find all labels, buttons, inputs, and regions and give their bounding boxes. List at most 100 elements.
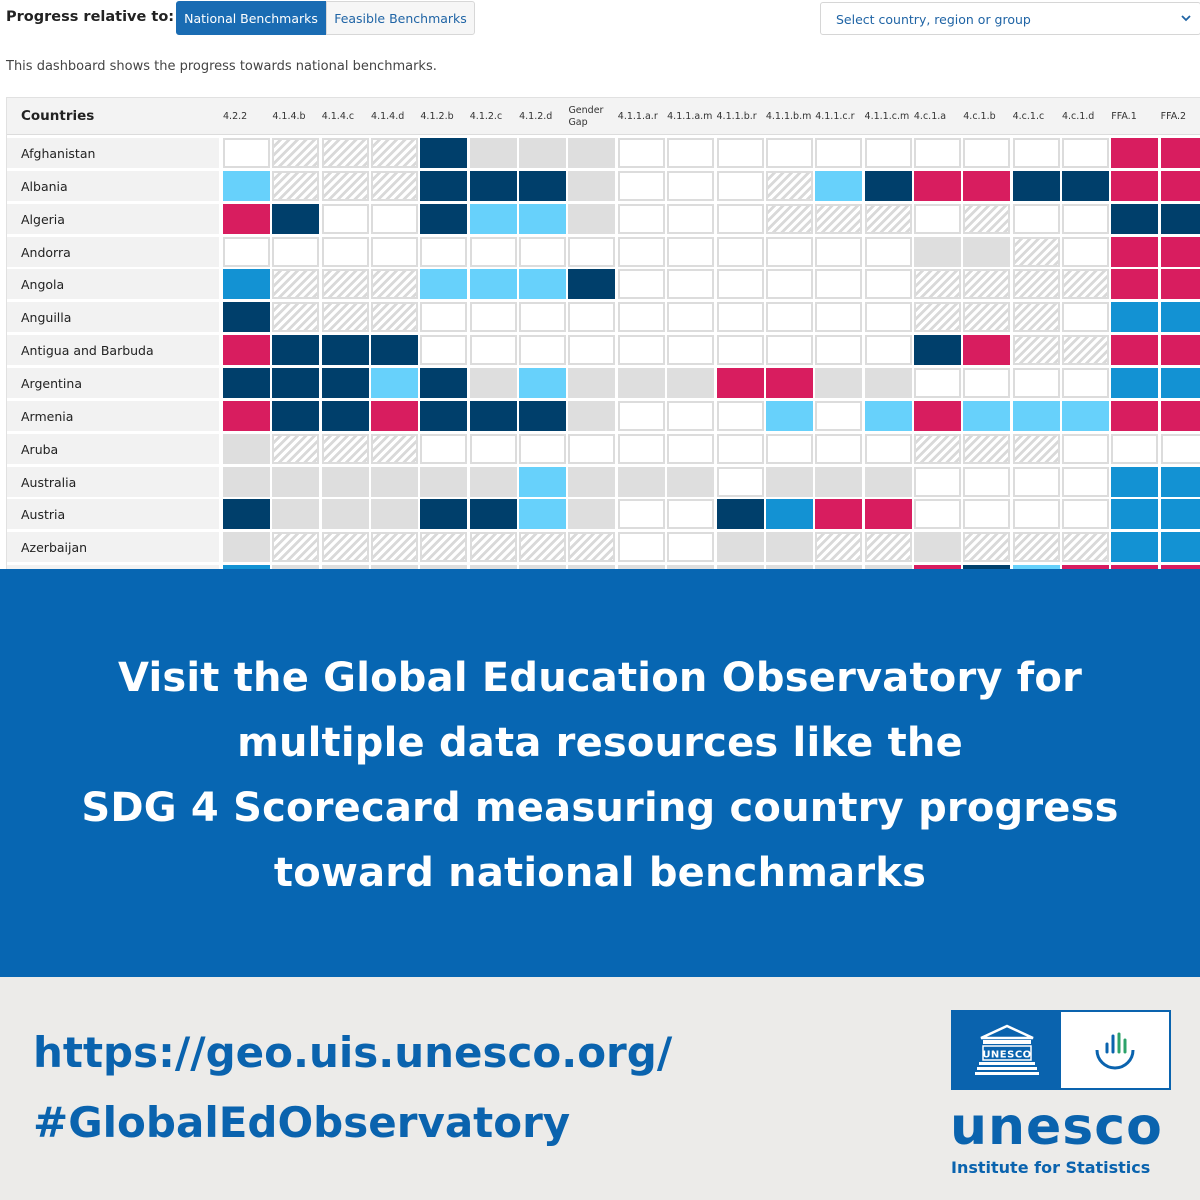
indicator-cell[interactable] (667, 532, 715, 563)
indicator-cell[interactable] (913, 302, 961, 333)
indicator-cell[interactable] (371, 499, 419, 530)
indicator-cell[interactable] (617, 400, 665, 431)
indicator-cell[interactable] (469, 565, 517, 570)
geo-url-link[interactable]: https://geo.uis.unesco.org/ (33, 1028, 673, 1077)
indicator-cell[interactable] (667, 565, 715, 570)
indicator-cell[interactable] (1111, 499, 1159, 530)
indicator-cell[interactable] (272, 400, 320, 431)
indicator-cell[interactable] (223, 433, 270, 464)
indicator-cell[interactable] (272, 236, 320, 267)
indicator-cell[interactable] (815, 203, 863, 234)
indicator-cell[interactable] (963, 302, 1011, 333)
indicator-cell[interactable] (371, 335, 419, 366)
indicator-cell[interactable] (963, 335, 1011, 366)
indicator-cell[interactable] (371, 203, 419, 234)
indicator-cell[interactable] (667, 170, 715, 201)
indicator-cell[interactable] (568, 203, 616, 234)
indicator-cell[interactable] (1160, 269, 1200, 300)
indicator-cell[interactable] (1111, 269, 1159, 300)
indicator-cell[interactable] (1061, 269, 1109, 300)
indicator-cell[interactable] (1111, 433, 1159, 464)
indicator-cell[interactable] (765, 269, 813, 300)
indicator-cell[interactable] (716, 400, 764, 431)
indicator-cell[interactable] (1061, 236, 1109, 267)
indicator-cell[interactable] (864, 335, 912, 366)
indicator-cell[interactable] (815, 269, 863, 300)
indicator-cell[interactable] (469, 170, 517, 201)
indicator-cell[interactable] (716, 466, 764, 497)
indicator-cell[interactable] (321, 203, 369, 234)
indicator-cell[interactable] (519, 302, 567, 333)
indicator-cell[interactable] (913, 433, 961, 464)
indicator-cell[interactable] (913, 499, 961, 530)
indicator-cell[interactable] (716, 565, 764, 570)
indicator-cell[interactable] (568, 532, 616, 563)
indicator-cell[interactable] (420, 269, 468, 300)
indicator-cell[interactable] (519, 236, 567, 267)
indicator-cell[interactable] (617, 532, 665, 563)
indicator-cell[interactable] (617, 138, 665, 168)
indicator-cell[interactable] (667, 335, 715, 366)
indicator-cell[interactable] (223, 203, 270, 234)
indicator-cell[interactable] (963, 367, 1011, 398)
indicator-cell[interactable] (568, 367, 616, 398)
indicator-cell[interactable] (1061, 138, 1109, 168)
indicator-cell[interactable] (272, 170, 320, 201)
indicator-cell[interactable] (469, 466, 517, 497)
indicator-cell[interactable] (815, 335, 863, 366)
indicator-cell[interactable] (864, 466, 912, 497)
indicator-cell[interactable] (568, 302, 616, 333)
indicator-cell[interactable] (321, 170, 369, 201)
country-select[interactable]: Select country, region or group (820, 2, 1200, 35)
indicator-cell[interactable] (765, 400, 813, 431)
indicator-cell[interactable] (519, 532, 567, 563)
indicator-cell[interactable] (568, 400, 616, 431)
indicator-cell[interactable] (617, 335, 665, 366)
indicator-cell[interactable] (420, 367, 468, 398)
indicator-cell[interactable] (420, 335, 468, 366)
indicator-cell[interactable] (1012, 400, 1060, 431)
indicator-cell[interactable] (1160, 170, 1200, 201)
indicator-cell[interactable] (371, 400, 419, 431)
country-name-cell[interactable]: Albania (7, 170, 219, 201)
indicator-cell[interactable] (1012, 236, 1060, 267)
indicator-cell[interactable] (1160, 565, 1200, 570)
indicator-cell[interactable] (1012, 499, 1060, 530)
indicator-cell[interactable] (321, 466, 369, 497)
indicator-cell[interactable] (617, 565, 665, 570)
indicator-cell[interactable] (1160, 433, 1200, 464)
indicator-cell[interactable] (371, 236, 419, 267)
indicator-cell[interactable] (765, 433, 813, 464)
indicator-cell[interactable] (321, 269, 369, 300)
indicator-cell[interactable] (321, 400, 369, 431)
indicator-cell[interactable] (815, 400, 863, 431)
indicator-cell[interactable] (864, 170, 912, 201)
indicator-cell[interactable] (371, 302, 419, 333)
indicator-cell[interactable] (519, 433, 567, 464)
indicator-cell[interactable] (765, 367, 813, 398)
indicator-cell[interactable] (765, 532, 813, 563)
indicator-cell[interactable] (371, 433, 419, 464)
indicator-cell[interactable] (1160, 466, 1200, 497)
country-name-cell[interactable]: Aruba (7, 433, 219, 464)
indicator-cell[interactable] (963, 499, 1011, 530)
indicator-cell[interactable] (913, 138, 961, 168)
indicator-cell[interactable] (963, 170, 1011, 201)
indicator-cell[interactable] (272, 433, 320, 464)
indicator-cell[interactable] (371, 170, 419, 201)
indicator-cell[interactable] (1012, 203, 1060, 234)
indicator-cell[interactable] (371, 532, 419, 563)
indicator-cell[interactable] (716, 367, 764, 398)
indicator-cell[interactable] (864, 499, 912, 530)
indicator-cell[interactable] (420, 138, 468, 168)
indicator-cell[interactable] (617, 203, 665, 234)
indicator-cell[interactable] (1012, 170, 1060, 201)
indicator-cell[interactable] (568, 466, 616, 497)
indicator-cell[interactable] (272, 499, 320, 530)
indicator-cell[interactable] (963, 400, 1011, 431)
indicator-cell[interactable] (963, 269, 1011, 300)
indicator-cell[interactable] (420, 302, 468, 333)
indicator-cell[interactable] (1111, 400, 1159, 431)
indicator-cell[interactable] (1061, 466, 1109, 497)
indicator-cell[interactable] (1012, 335, 1060, 366)
